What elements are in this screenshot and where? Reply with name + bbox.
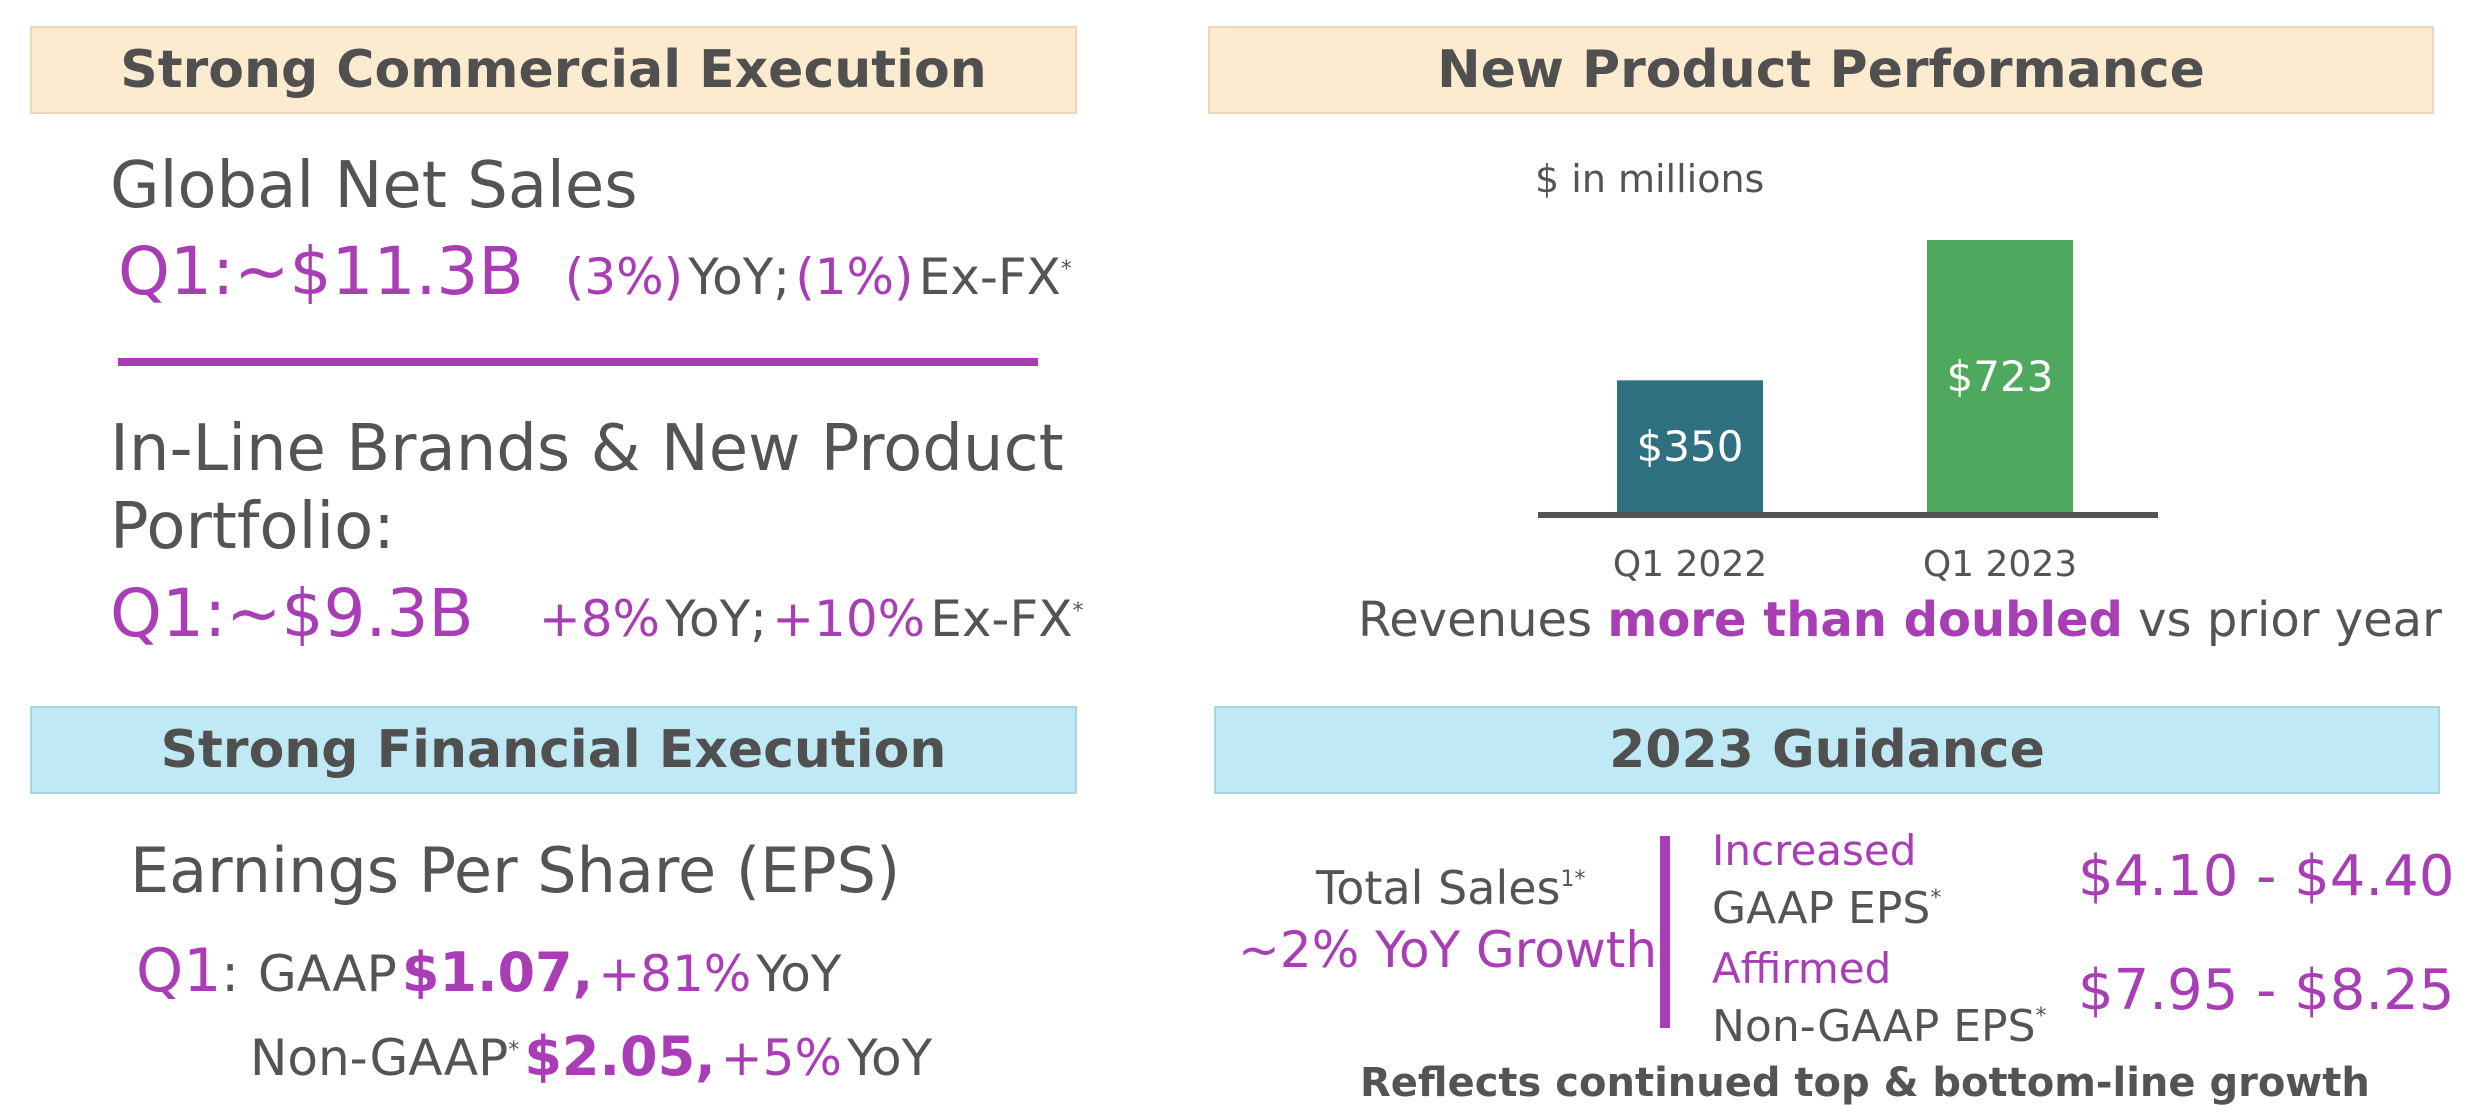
global-net-sales-heading: Global Net Sales [110, 149, 638, 223]
eps-q1-label: Q1 [136, 936, 222, 1006]
total-sales-marks: 1* [1560, 867, 1586, 892]
guidance-banner-title: 2023 Guidance [1609, 720, 2045, 780]
total-sales-label: Total Sales [1316, 861, 1561, 915]
guidance-footer: Reflects continued top & bottom-line gro… [1360, 1060, 2370, 1106]
nongaap-eps-range: $7.95 - $8.25 [2078, 958, 2455, 1023]
eps-nongaap-asterisk: * [508, 1038, 520, 1063]
global-exfx-label: Ex-FX [918, 248, 1061, 306]
eps-nongaap-value: $2.05, [524, 1025, 716, 1088]
global-exfx-asterisk: * [1060, 257, 1072, 282]
x-tick-label: Q1 2023 [1923, 544, 2077, 585]
eps-nongaap-line: Non-GAAP* $2.05, +5% YoY [250, 1016, 932, 1105]
section-divider [118, 358, 1038, 366]
eps-nongaap-label: Non-GAAP [250, 1029, 509, 1087]
gaap-eps-range: $4.10 - $4.40 [2078, 844, 2455, 909]
eps-nongaap-yoy-pct: +5% [720, 1029, 842, 1087]
bar-q1-2023 [1927, 240, 2073, 512]
caption-pre: Revenues [1358, 592, 1593, 648]
bar-value-label: $350 [1637, 422, 1744, 471]
inline-brands-heading-line1: In-Line Brands & New Product [110, 412, 1064, 486]
inline-brands-line: Q1:~$9.3B +8% YoY; +10% Ex-FX* [110, 572, 1083, 671]
inline-yoy-pct: +8% [538, 590, 661, 648]
affirmed-label: Affirmed [1712, 944, 1892, 993]
inline-exfx-label: Ex-FX [930, 590, 1073, 648]
gaap-eps-label: GAAP EPS [1712, 883, 1931, 934]
chart-unit-label: $ in millions [1535, 157, 1764, 201]
eps-gaap-value: $1.07, [401, 941, 594, 1004]
inline-brands-heading-line2: Portfolio: [110, 490, 395, 564]
financial-banner: Strong Financial Execution [30, 706, 1077, 794]
guidance-banner: 2023 Guidance [1214, 706, 2440, 794]
global-net-sales-line: Q1:~$11.3B (3%) YoY; (1%) Ex-FX* [118, 230, 1072, 329]
total-sales-growth: ~2% YoY Growth [1238, 921, 1658, 979]
eps-gaap-label: GAAP [258, 945, 397, 1003]
commercial-banner-title: Strong Commercial Execution [120, 40, 987, 100]
gaap-eps-label-line: GAAP EPS* [1712, 872, 1941, 936]
eps-gaap-yoy-pct: +81% [598, 945, 752, 1003]
inline-yoy-label: YoY; [665, 590, 768, 648]
inline-exfx-asterisk: * [1072, 599, 1084, 624]
x-tick-label: Q1 2022 [1613, 544, 1767, 585]
guidance-divider [1660, 836, 1670, 1028]
global-q1-value: Q1:~$11.3B [118, 233, 524, 310]
new-product-banner: New Product Performance [1208, 26, 2434, 114]
nongaap-eps-label: Non-GAAP EPS [1712, 1001, 2036, 1052]
eps-nongaap-yoy-label: YoY [847, 1029, 933, 1087]
caption-post: vs prior year [2138, 592, 2442, 648]
bar-value-label: $723 [1947, 352, 2054, 401]
caption-highlight: more than doubled [1607, 592, 2123, 648]
inline-exfx-pct: +10% [772, 590, 926, 648]
new-product-banner-title: New Product Performance [1437, 40, 2205, 100]
gaap-eps-asterisk: * [1930, 886, 1942, 911]
eps-heading: Earnings Per Share (EPS) [130, 834, 901, 907]
new-product-caption: Revenues more than doubled vs prior year [1358, 590, 2442, 650]
eps-gaap-yoy-label: YoY [756, 945, 842, 1003]
global-exfx-pct: (1%) [795, 248, 914, 306]
nongaap-eps-asterisk: * [2035, 1004, 2047, 1029]
global-yoy-pct: (3%) [564, 248, 684, 306]
global-yoy-label: YoY; [688, 248, 791, 306]
eps-colon: : [221, 944, 239, 1004]
eps-gaap-line: Q1: GAAP $1.07, +81% YoY [136, 936, 841, 1021]
inline-brands-heading: In-Line Brands & New Product Portfolio: [110, 410, 1064, 566]
total-sales-label-line: Total Sales1* [1316, 852, 1586, 916]
increased-label: Increased [1712, 826, 1917, 875]
bar-q1-2022 [1617, 380, 1763, 512]
financial-banner-title: Strong Financial Execution [160, 720, 947, 780]
commercial-banner: Strong Commercial Execution [30, 26, 1077, 114]
inline-q1-value: Q1:~$9.3B [110, 575, 474, 652]
nongaap-eps-label-line: Non-GAAP EPS* [1712, 990, 2047, 1054]
